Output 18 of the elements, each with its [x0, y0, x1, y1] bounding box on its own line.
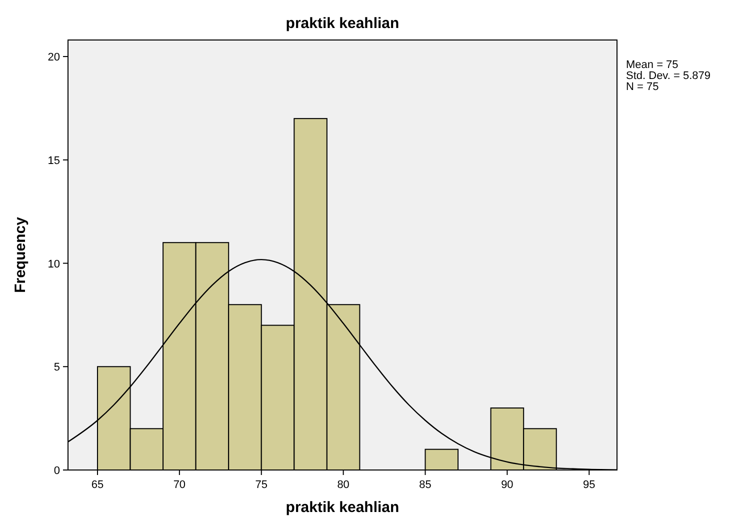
text: Mean = 75	[626, 59, 678, 71]
chart-title: praktik keahlian	[286, 15, 400, 32]
x-tick-label: 85	[419, 479, 432, 491]
x-tick-label: 70	[173, 479, 186, 491]
x-tick-label: 95	[583, 479, 596, 491]
x-tick-label: 80	[337, 479, 350, 491]
x-tick-label: 90	[501, 479, 514, 491]
x-axis-title: praktik keahlian	[286, 499, 400, 516]
text: N = 75	[626, 81, 659, 93]
y-tick-label: 0	[54, 465, 60, 477]
text: Std. Dev. = 5.879	[626, 70, 710, 82]
x-tick-label: 65	[91, 479, 104, 491]
x-tick-label: 75	[255, 479, 268, 491]
y-tick-label: 5	[54, 362, 60, 374]
y-axis-title: Frequency	[12, 216, 29, 293]
y-tick-label: 15	[48, 154, 60, 167]
y-tick-label: 10	[48, 258, 60, 270]
y-tick-label: 20	[48, 52, 60, 64]
